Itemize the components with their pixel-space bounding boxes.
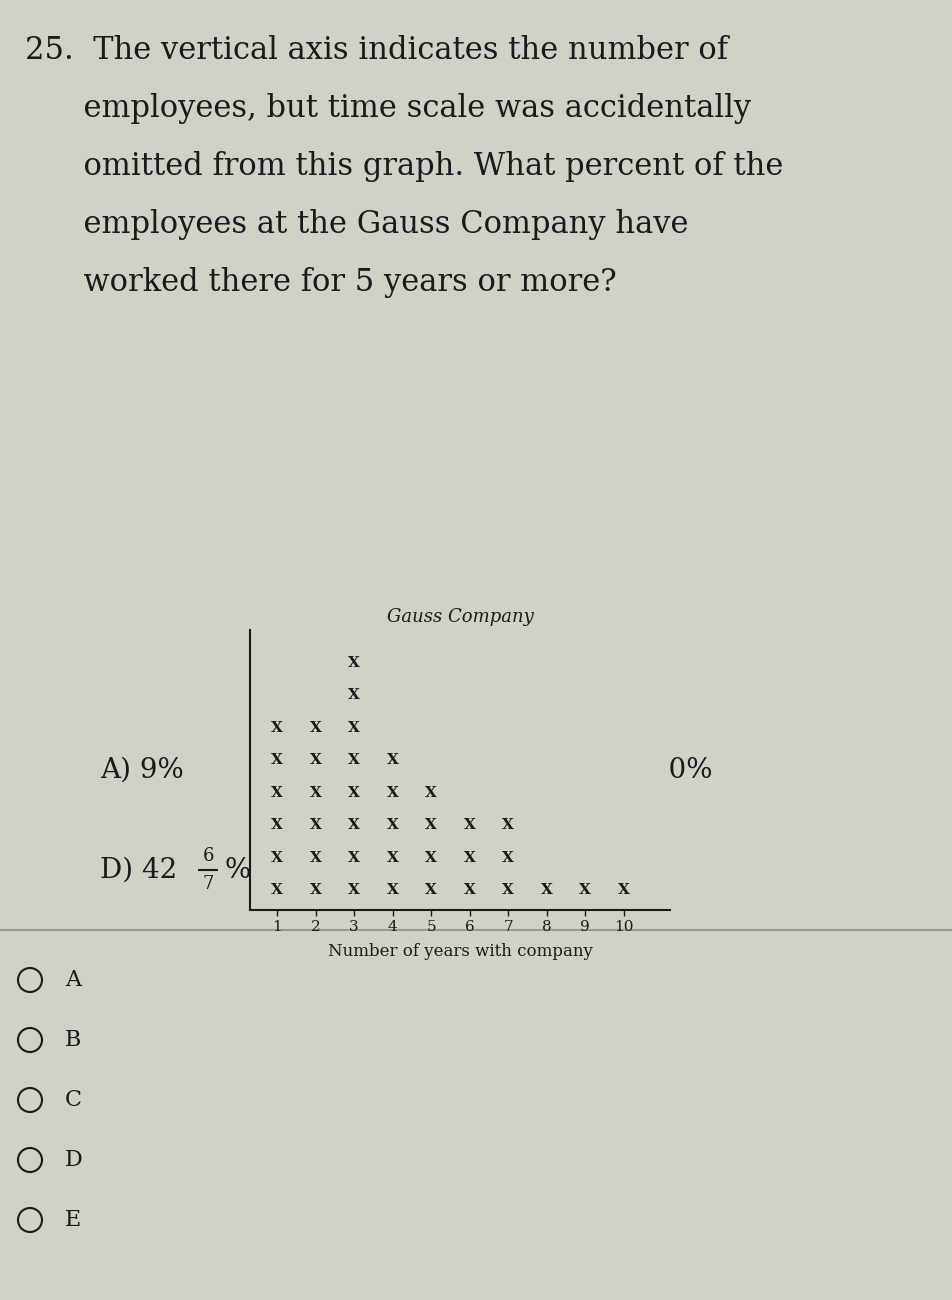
Text: X: X [348, 884, 360, 897]
Text: X: X [541, 884, 552, 897]
Text: X: X [348, 852, 360, 864]
Text: X: X [271, 753, 283, 767]
Text: X: X [464, 852, 476, 864]
Text: X: X [464, 884, 476, 897]
Text: X: X [387, 753, 399, 767]
Text: D: D [65, 1149, 83, 1171]
Text: D) 42: D) 42 [100, 857, 177, 884]
Text: X: X [503, 852, 514, 864]
Text: X: X [387, 785, 399, 800]
Text: X: X [309, 884, 322, 897]
Text: X: X [348, 785, 360, 800]
Text: X: X [309, 785, 322, 800]
Text: X: X [503, 818, 514, 832]
Text: employees at the Gauss Company have: employees at the Gauss Company have [25, 209, 688, 240]
Text: X: X [426, 785, 437, 800]
Text: X: X [348, 655, 360, 670]
Text: X: X [271, 852, 283, 864]
Text: %: % [224, 857, 250, 884]
Text: X: X [271, 785, 283, 800]
Text: X: X [503, 884, 514, 897]
Text: C: C [65, 1089, 82, 1111]
Text: A: A [65, 968, 81, 991]
Text: X: X [387, 884, 399, 897]
Text: X: X [348, 753, 360, 767]
Text: E) 50%: E) 50% [360, 857, 462, 884]
Text: omitted from this graph. What percent of the: omitted from this graph. What percent of… [25, 151, 783, 182]
Text: X: X [348, 720, 360, 734]
Text: X: X [426, 852, 437, 864]
Text: X: X [348, 818, 360, 832]
Text: X: X [271, 884, 283, 897]
Text: X: X [579, 884, 591, 897]
Text: B) 23: B) 23 [390, 757, 466, 784]
Text: 6: 6 [202, 848, 214, 864]
Text: worked there for 5 years or more?: worked there for 5 years or more? [25, 266, 617, 298]
Text: X: X [387, 852, 399, 864]
Text: A) 9%: A) 9% [100, 757, 184, 784]
Text: X: X [618, 884, 629, 897]
Text: X: X [348, 688, 360, 702]
Text: X: X [426, 818, 437, 832]
Text: C) 30%: C) 30% [610, 757, 712, 784]
Text: X: X [309, 720, 322, 734]
Text: X: X [271, 720, 283, 734]
Text: %: % [514, 757, 540, 784]
Text: employees, but time scale was accidentally: employees, but time scale was accidental… [25, 94, 751, 124]
X-axis label: Number of years with company: Number of years with company [327, 942, 592, 959]
Text: X: X [271, 818, 283, 832]
Text: X: X [309, 753, 322, 767]
Text: X: X [387, 818, 399, 832]
Text: X: X [309, 852, 322, 864]
Title: Gauss Company: Gauss Company [387, 607, 533, 625]
Text: X: X [309, 818, 322, 832]
Text: 1: 1 [492, 747, 504, 764]
Text: 7: 7 [203, 875, 213, 893]
Text: B: B [65, 1030, 81, 1050]
Text: X: X [464, 818, 476, 832]
Text: 3: 3 [492, 775, 504, 793]
Text: X: X [426, 884, 437, 897]
Text: E: E [65, 1209, 81, 1231]
Text: 25.  The vertical axis indicates the number of: 25. The vertical axis indicates the numb… [25, 35, 728, 66]
